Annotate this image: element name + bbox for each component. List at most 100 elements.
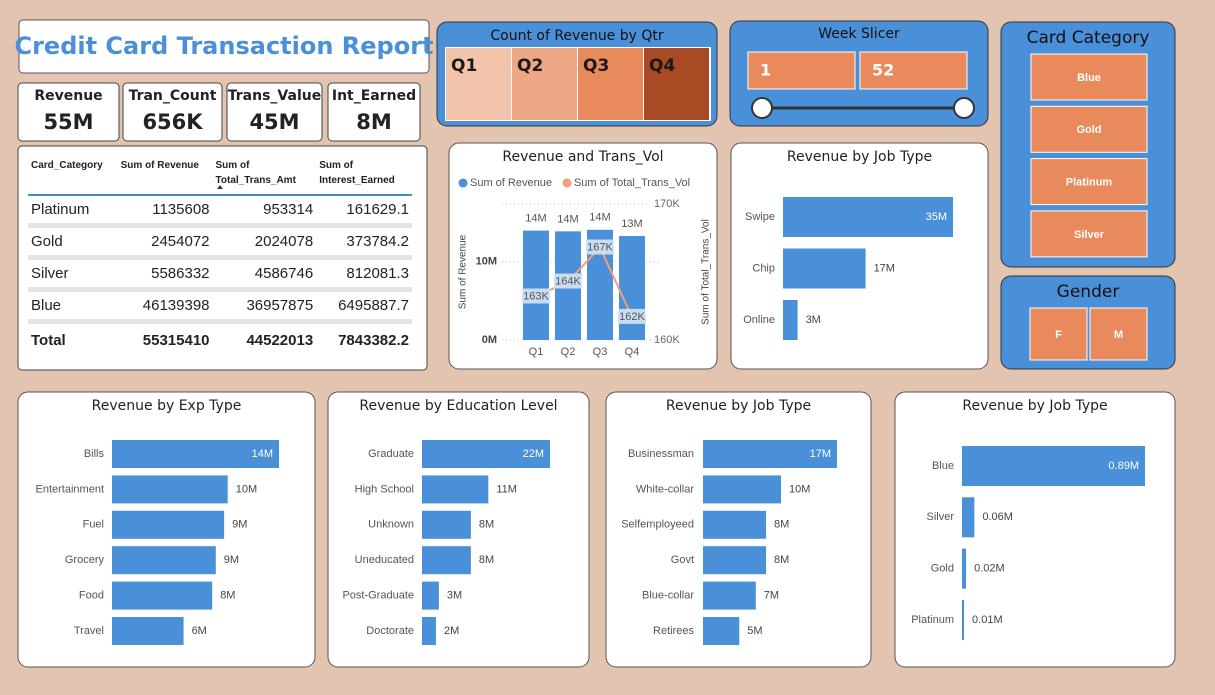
total-cell: Total — [28, 320, 118, 354]
data-label: 0.02M — [974, 563, 1005, 575]
slicer-title: Count of Revenue by Qtr — [490, 28, 664, 44]
week-input[interactable] — [747, 51, 856, 90]
chart-title: Revenue and Trans_Vol — [502, 149, 663, 165]
category-label[interactable]: Blue — [1077, 72, 1101, 84]
data-label: 8M — [220, 590, 235, 602]
table-cell: 2454072 — [117, 225, 213, 260]
week-value[interactable]: 52 — [872, 61, 894, 80]
kpi-value: 55M — [43, 110, 93, 134]
kpi-card — [122, 82, 223, 142]
y-axis-label: Sum of Revenue — [458, 234, 469, 309]
gender-label[interactable]: F — [1055, 329, 1062, 341]
data-label: 11M — [496, 483, 517, 495]
category-label: Retirees — [653, 625, 694, 637]
data-label: 5M — [747, 625, 762, 637]
slider-handle[interactable] — [751, 97, 773, 119]
x-tick-label: Q4 — [625, 346, 640, 358]
table-row: Gold 2454072 2024078 373784.2 — [28, 225, 412, 260]
data-label: 163K — [523, 290, 549, 302]
table-row: Silver 5586332 4586746 812081.3 — [28, 257, 412, 292]
category-label: Post-Graduate — [342, 590, 414, 602]
data-label: 13M — [621, 218, 642, 230]
category-label[interactable]: Gold — [1076, 124, 1101, 136]
kpi-card — [226, 82, 323, 142]
slicer-title: Gender — [1057, 282, 1120, 302]
quarter-tile[interactable] — [644, 48, 709, 120]
quarter-label[interactable]: Q3 — [583, 56, 609, 76]
table-body: Platinum 1135608 953314 161629.1 Gold 2454072… — [28, 195, 412, 354]
slicer-title: Card Category — [1027, 28, 1150, 48]
data-label: 8M — [479, 554, 494, 566]
table-head: Card_Category Sum of Revenue Sum of Total_… — [28, 158, 412, 196]
bar — [422, 581, 439, 610]
column-header: Card_Category — [28, 158, 118, 196]
bar — [703, 581, 756, 610]
chart-panel — [448, 142, 718, 370]
report-title: Credit Card Transaction Report — [14, 32, 433, 60]
quarter-label[interactable]: Q4 — [649, 56, 675, 76]
table-cell: Gold — [28, 225, 118, 260]
bar — [962, 446, 1145, 486]
bar — [703, 617, 740, 645]
bar — [422, 617, 436, 645]
category-label: Silver — [926, 511, 954, 523]
bar — [962, 599, 965, 640]
category-label: Businessman — [628, 448, 694, 460]
label-background — [554, 273, 582, 289]
quarter-tile[interactable] — [446, 48, 511, 120]
category-label[interactable]: Silver — [1074, 229, 1105, 241]
category-button[interactable] — [1030, 210, 1148, 258]
gender-button[interactable] — [1029, 307, 1088, 361]
quarter-tile[interactable] — [512, 48, 577, 120]
bar — [783, 197, 953, 237]
data-label: 9M — [224, 554, 239, 566]
gender-label[interactable]: M — [1114, 329, 1123, 341]
category-label: Graduate — [368, 448, 414, 460]
table-cell: 6495887.7 — [316, 289, 412, 324]
gender-button[interactable] — [1089, 307, 1148, 361]
week-value[interactable]: 1 — [760, 61, 771, 80]
quarter-label[interactable]: Q1 — [451, 56, 477, 76]
data-table: Card_Category Sum of Revenue Sum of Total_… — [28, 158, 412, 354]
week-input[interactable] — [859, 51, 968, 90]
slicer-title: Week Slicer — [818, 26, 900, 42]
kpi-label: Revenue — [34, 88, 102, 104]
category-label: White-collar — [636, 483, 694, 495]
category-label: Uneducated — [355, 554, 414, 566]
data-label: 10M — [789, 483, 810, 495]
chart-title: Revenue by Job Type — [962, 398, 1107, 414]
category-button[interactable] — [1030, 158, 1148, 206]
slider-handle[interactable] — [953, 97, 975, 119]
data-label: 0.89M — [1108, 460, 1139, 472]
legend-label: Sum of Total_Trans_Vol — [574, 177, 690, 189]
data-label: 8M — [774, 554, 789, 566]
table-cell: Platinum — [28, 195, 118, 228]
bar — [112, 581, 213, 610]
table-row: Platinum 1135608 953314 161629.1 — [28, 195, 412, 228]
bar — [112, 546, 216, 575]
bar — [962, 497, 975, 538]
table-cell: 46139398 — [117, 289, 213, 324]
category-button[interactable] — [1030, 53, 1148, 101]
kpi-value: 8M — [356, 110, 392, 134]
sort-indicator — [217, 185, 223, 189]
quarter-tile[interactable] — [578, 48, 643, 120]
chart-title: Revenue by Job Type — [787, 149, 932, 165]
bar — [703, 510, 767, 539]
data-label: 17M — [810, 448, 831, 460]
category-button[interactable] — [1030, 105, 1148, 153]
data-label: 6M — [192, 625, 207, 637]
total-cell: 55315410 — [117, 320, 213, 354]
header-row: Card_Category Sum of Revenue Sum of Total_… — [28, 158, 412, 196]
category-label: Chip — [752, 262, 775, 274]
data-label: 10M — [236, 483, 257, 495]
label-background — [586, 239, 614, 255]
quarter-label[interactable]: Q2 — [517, 56, 543, 76]
kpi-card — [327, 82, 421, 142]
category-label[interactable]: Platinum — [1066, 177, 1113, 189]
y2-tick-label: 160K — [654, 334, 680, 346]
bar — [703, 475, 782, 504]
table-cell: 953314 — [212, 195, 317, 228]
bar — [112, 440, 279, 468]
